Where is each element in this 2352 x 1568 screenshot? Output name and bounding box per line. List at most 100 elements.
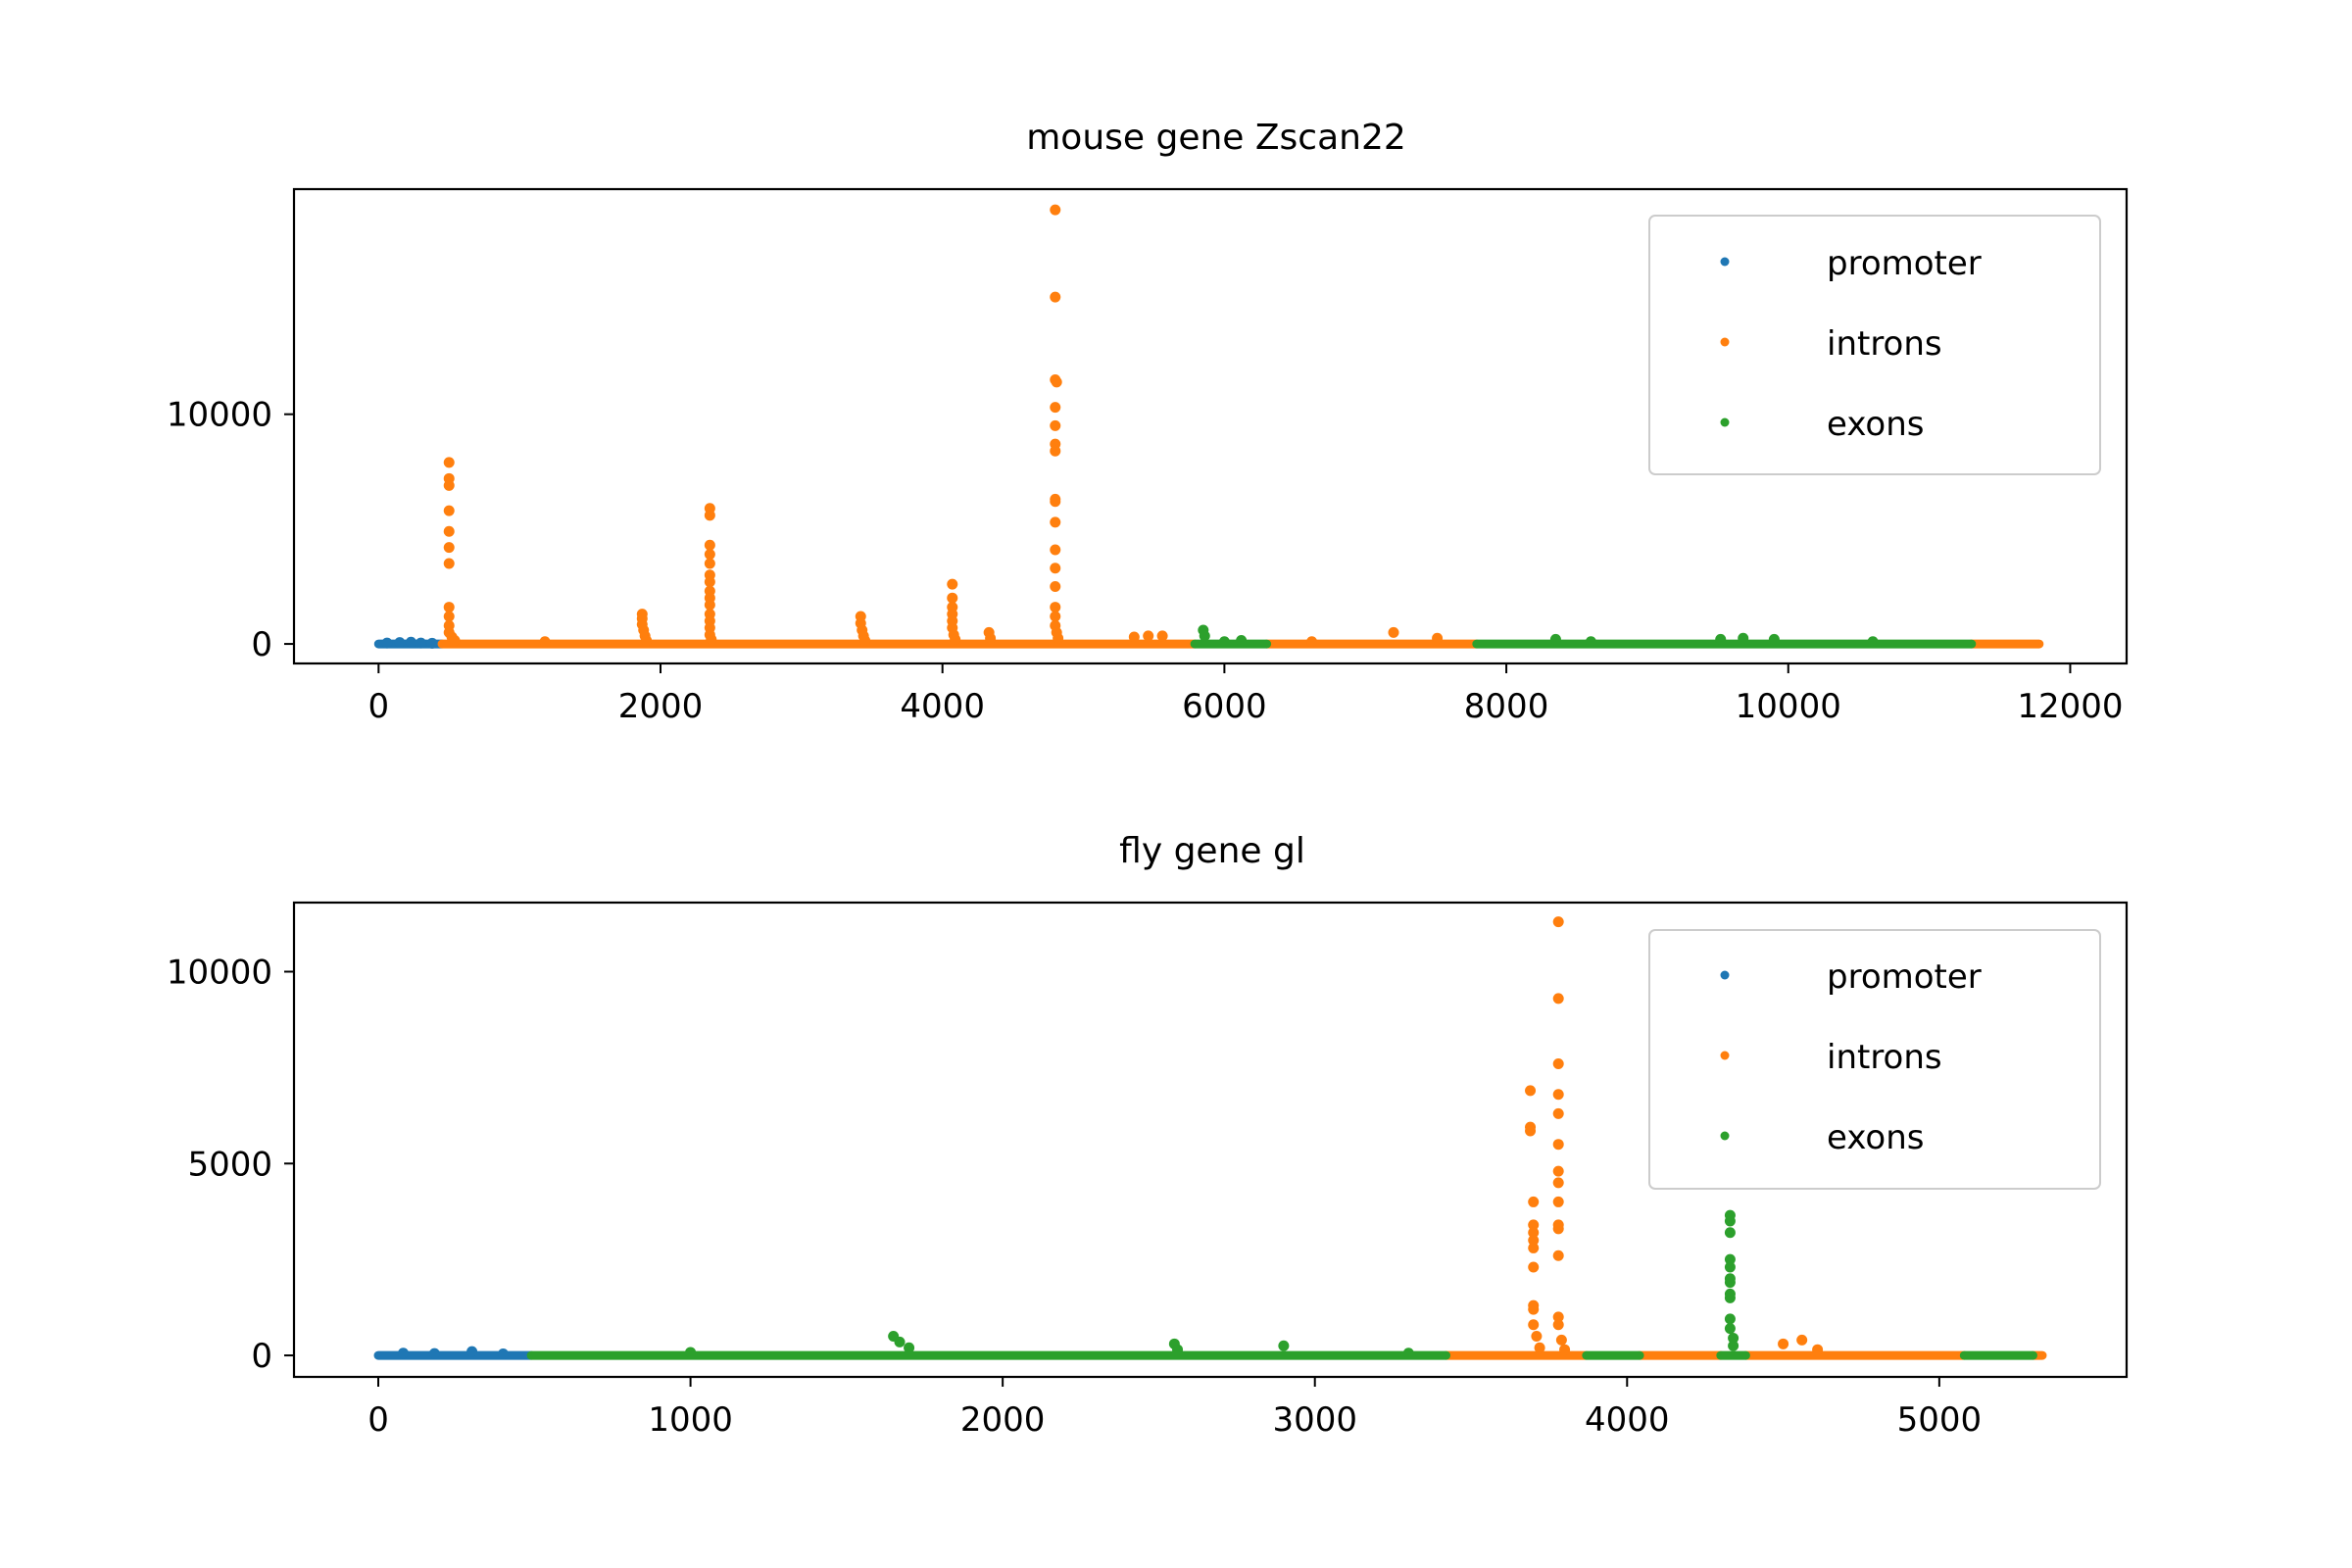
introns-point (1552, 1089, 1564, 1101)
introns-point (443, 457, 455, 468)
legend-marker-promoter (1720, 970, 1730, 980)
introns-point (1552, 1319, 1564, 1331)
exons-point (1724, 1261, 1736, 1273)
legend-label-introns: introns (1827, 324, 1942, 364)
legend-label-exons: exons (1827, 1118, 1924, 1157)
exons-point (1728, 1340, 1740, 1351)
legend-marker-introns (1720, 1051, 1730, 1060)
introns-point (1531, 1330, 1543, 1342)
legend-label-promoter: promoter (1827, 957, 1982, 997)
legend-box (1648, 215, 2101, 475)
chart-title: mouse gene Zscan22 (1026, 118, 1406, 158)
introns-point (1388, 626, 1399, 638)
exons-point (1867, 636, 1879, 648)
exons-point (1728, 1332, 1740, 1344)
introns-point (1053, 632, 1064, 644)
x-tick-label: 8000 (1464, 687, 1549, 726)
axes-frame (292, 187, 2129, 665)
x-tick-label: 4000 (1585, 1400, 1670, 1440)
y-tick-label: 10000 (167, 396, 272, 435)
exons-point (1715, 633, 1727, 645)
subplot-fly-gl: fly gene gl 0 1000 2000 3000 4000 5000 0 5000 1… (167, 831, 2129, 1440)
exons-point (1724, 1215, 1736, 1227)
legend-entry-promoter: promoter (1720, 957, 1982, 997)
introns-point (1552, 1139, 1564, 1151)
introns-point (1552, 1223, 1564, 1235)
introns-point (443, 525, 455, 537)
introns-point (1552, 916, 1564, 928)
y-axis: 0 10000 (167, 396, 294, 664)
introns-point (1306, 636, 1318, 648)
y-tick-label: 0 (251, 1337, 272, 1376)
introns-point (1778, 1338, 1789, 1349)
promoter-point (394, 637, 406, 649)
introns-point (1128, 631, 1140, 643)
exons-point (1218, 636, 1230, 648)
introns-point (947, 592, 958, 604)
introns-point (1552, 1057, 1564, 1069)
y-tick-label: 5000 (187, 1145, 272, 1184)
introns-point (449, 635, 461, 647)
legend-label-exons: exons (1827, 405, 1924, 444)
promoter-point (381, 637, 393, 649)
promoter-point (426, 637, 438, 649)
introns-point (1050, 544, 1061, 556)
legend-entry-exons: exons (1720, 1118, 1924, 1157)
introns-point (1525, 1125, 1537, 1137)
x-tick-label: 0 (368, 687, 389, 726)
introns-point (443, 542, 455, 554)
introns-point (443, 479, 455, 491)
x-tick-label: 12000 (2017, 687, 2123, 726)
legend-marker-promoter (1720, 257, 1730, 267)
introns-point (1050, 602, 1061, 613)
x-tick-label: 5000 (1897, 1400, 1983, 1440)
exons-point (1738, 632, 1749, 644)
introns-point (1528, 1261, 1540, 1273)
introns-point (443, 505, 455, 516)
introns-point (1555, 1334, 1567, 1346)
introns-point (1050, 516, 1061, 528)
introns-point (1528, 1196, 1540, 1207)
exons-point (904, 1342, 915, 1353)
introns-point (1552, 1196, 1564, 1207)
introns-point (1552, 1311, 1564, 1323)
y-tick-label: 0 (251, 625, 272, 664)
exons-point (1768, 633, 1780, 645)
introns-point (1050, 419, 1061, 431)
introns-point (1050, 563, 1061, 574)
exons-point (1724, 1277, 1736, 1289)
legend-label-introns: introns (1827, 1038, 1942, 1077)
exons-point (1724, 1227, 1736, 1239)
legend-entry-promoter: promoter (1720, 244, 1982, 283)
introns-point (1050, 580, 1061, 592)
introns-point (1528, 1319, 1540, 1331)
introns-point (1552, 1250, 1564, 1261)
x-tick-label: 1000 (648, 1400, 733, 1440)
promoter-point (497, 1348, 509, 1360)
x-axis: 0 2000 4000 6000 8000 10000 12000 (368, 663, 2124, 726)
subplot-mouse-zscan22: mouse gene Zscan22 0 2000 4000 6000 8000 1000… (167, 118, 2129, 726)
introns-point (1050, 204, 1061, 216)
x-tick-label: 2000 (960, 1400, 1046, 1440)
scatter-marks (373, 916, 2047, 1360)
introns-point (1559, 1344, 1571, 1355)
promoter-point (405, 636, 416, 648)
introns-point (1143, 630, 1154, 642)
x-tick-label: 2000 (618, 687, 704, 726)
introns-point (1796, 1334, 1808, 1346)
x-tick-label: 0 (368, 1400, 389, 1440)
exons-point (1402, 1348, 1414, 1359)
introns-point (985, 632, 997, 644)
legend: promoter introns exons (1648, 215, 2101, 475)
introns-point (1534, 1342, 1545, 1353)
introns-point (1552, 1107, 1564, 1119)
legend-label-promoter: promoter (1827, 244, 1982, 283)
introns-point (1050, 402, 1061, 414)
introns-point (1050, 445, 1061, 457)
introns-point (1050, 496, 1061, 508)
scatter-marks (373, 204, 2044, 649)
introns-point (1050, 291, 1061, 303)
exons-point (1199, 630, 1210, 642)
introns-point (443, 602, 455, 613)
